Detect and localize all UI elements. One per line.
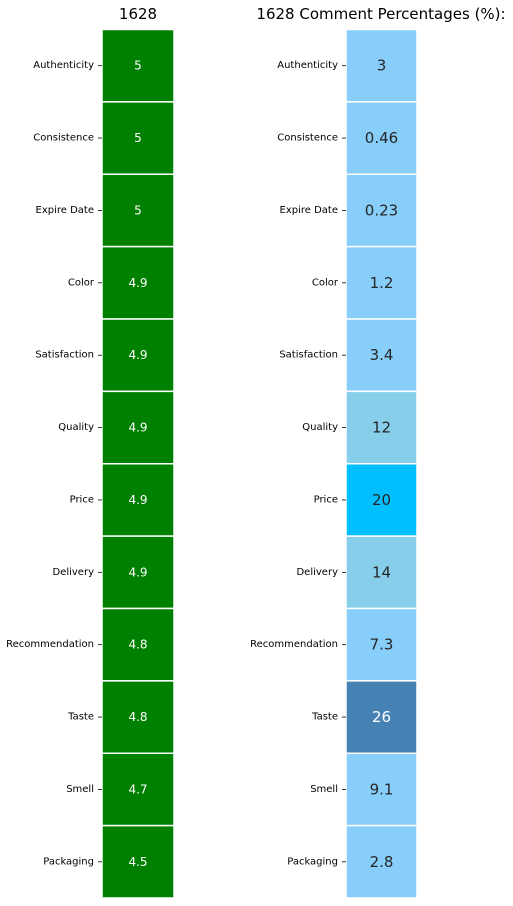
right-cell-7 [345,535,418,610]
right-tick-label-9: Taste [311,712,338,723]
left-tick-label-6: Price [70,494,94,505]
left-tick-label-4: Satisfaction [35,350,94,361]
left-tick-label-10: Smell [66,784,94,795]
left-cell-0 [101,28,175,103]
left-tick-label-8: Recommendation [6,639,94,650]
left-cell-label-9: 4.8 [128,710,147,724]
left-cell-9 [101,680,175,754]
left-cell-10 [101,752,175,827]
left-heatmap: 1628 5 5 5 4.9 4.9 4.9 4.9 4.9 4.8 4.8 4.7 4.5 Auth… [6,5,175,899]
left-cell-1 [101,101,175,175]
left-cell-label-10: 4.7 [128,782,147,796]
right-cell-label-5: 12 [372,419,391,437]
right-cell-label-3: 1.2 [370,274,394,292]
right-cell-label-2: 0.23 [365,201,398,219]
right-cell-label-1: 0.46 [365,129,398,147]
left-cell-label-5: 4.9 [128,421,147,435]
left-tick-label-2: Expire Date [36,205,95,216]
left-cell-3 [101,245,175,320]
left-tick-label-1: Consistence [33,133,94,144]
right-cell-label-6: 20 [372,491,391,509]
right-tick-label-10: Smell [310,784,338,795]
left-cell-label-1: 5 [134,131,142,145]
right-cell-6 [345,463,418,537]
right-cell-3 [345,245,418,320]
right-tick-label-11: Packaging [287,856,338,867]
right-tick-label-8: Recommendation [250,639,338,650]
right-tick-label-3: Color [312,277,339,288]
left-tick-label-5: Quality [58,422,94,433]
left-tick-label-11: Packaging [43,856,94,867]
left-heatmap-title: 1628 [119,5,157,23]
left-cell-label-6: 4.9 [128,493,147,507]
right-tick-label-7: Delivery [296,567,338,578]
right-cell-4 [345,318,418,393]
right-cell-label-7: 14 [372,563,391,581]
right-cell-label-8: 7.3 [370,636,394,654]
left-tick-label-9: Taste [67,712,94,723]
right-cell-label-9: 26 [372,708,391,726]
right-cell-9 [345,680,418,754]
left-tick-label-0: Authenticity [33,60,94,71]
left-cell-label-3: 4.9 [128,276,147,290]
right-cell-label-0: 3 [377,57,387,75]
right-tick-label-4: Satisfaction [279,350,338,361]
right-tick-label-0: Authenticity [277,60,338,71]
left-cell-2 [101,173,175,248]
left-cell-label-11: 4.5 [128,855,147,869]
right-cell-label-4: 3.4 [370,346,394,364]
right-cell-11 [345,824,418,899]
left-cell-11 [101,824,175,899]
right-tick-label-2: Expire Date [280,205,339,216]
right-tick-label-6: Price [314,494,338,505]
left-tick-label-3: Color [68,277,95,288]
left-cell-label-0: 5 [134,59,142,73]
left-cell-label-4: 4.9 [128,348,147,362]
right-heatmap: 1628 Comment Percentages (%): 3 0.46 0.23 1… [250,5,506,899]
right-tick-label-5: Quality [302,422,338,433]
left-cell-label-2: 5 [134,203,142,217]
left-cell-label-8: 4.8 [128,638,147,652]
left-tick-label-7: Delivery [52,567,94,578]
right-tick-label-1: Consistence [277,133,338,144]
right-heatmap-title: 1628 Comment Percentages (%): [256,5,505,23]
right-cell-label-11: 2.8 [370,853,394,871]
left-cell-label-7: 4.9 [128,565,147,579]
right-cell-label-10: 9.1 [370,780,394,798]
right-cell-10 [345,752,418,827]
